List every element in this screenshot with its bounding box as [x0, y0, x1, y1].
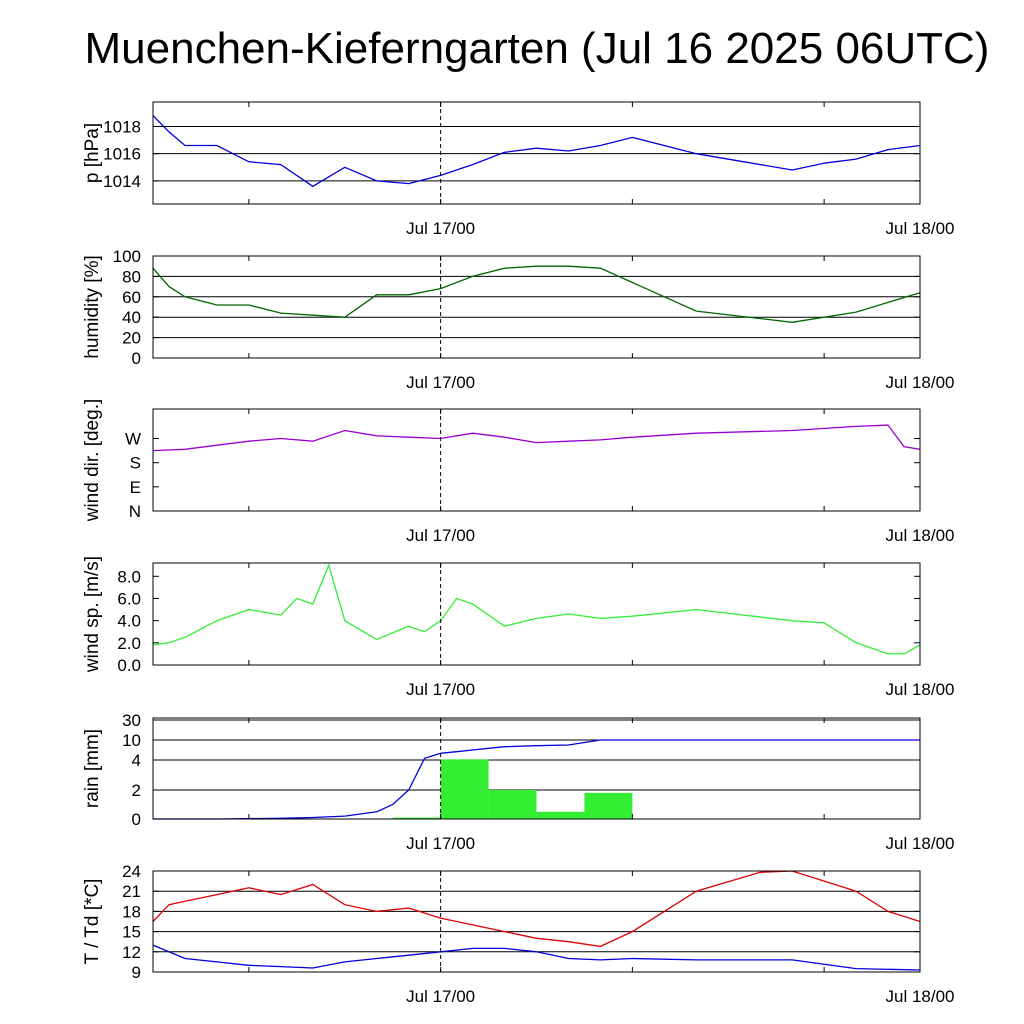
- y-axis-label: wind sp. [m/s]: [82, 556, 103, 673]
- y-tick-label: 2.0: [117, 634, 141, 653]
- y-tick-label: 20: [122, 329, 141, 348]
- x-tick-label: Jul 17/00: [406, 526, 475, 545]
- y-tick-label: 30: [122, 711, 141, 730]
- y-tick-label: 4.0: [117, 612, 141, 631]
- y-tick-label: 1014: [103, 172, 141, 191]
- y-tick-label: 21: [122, 882, 141, 901]
- plot-frame: [152, 408, 921, 512]
- x-tick-label: Jul 17/00: [406, 834, 475, 853]
- y-tick-label: E: [130, 478, 141, 497]
- y-axis-label: rain [mm]: [82, 729, 103, 808]
- x-tick-label: Jul 17/00: [406, 219, 475, 238]
- x-tick-label: Jul 18/00: [886, 526, 955, 545]
- series-line-1: [152, 944, 921, 971]
- series-line-0: [152, 870, 921, 948]
- y-tick-label: 0: [132, 810, 141, 829]
- y-axis-label: T / Td [*C]: [82, 879, 103, 965]
- rain-bar-1: [440, 759, 489, 819]
- y-axis-label: wind dir. [deg.]: [82, 399, 103, 523]
- series-line-0: [152, 424, 921, 452]
- x-tick-label: Jul 18/00: [886, 219, 955, 238]
- plot-frame: [152, 101, 921, 205]
- series-line-0: [152, 563, 921, 655]
- x-tick-label: Jul 18/00: [886, 987, 955, 1006]
- series-line-1: [824, 144, 921, 164]
- rain-bar-0: [392, 817, 441, 819]
- rain-bar-4: [584, 792, 633, 819]
- y-tick-label: 80: [122, 267, 141, 286]
- y-tick-label: W: [125, 430, 141, 449]
- y-tick-label: 60: [122, 288, 141, 307]
- y-tick-label: 18: [122, 902, 141, 921]
- y-tick-label: 4: [132, 751, 141, 770]
- x-tick-label: Jul 17/00: [406, 987, 475, 1006]
- y-tick-label: N: [129, 502, 141, 521]
- y-tick-label: 10: [122, 731, 141, 750]
- y-tick-label: 1016: [103, 145, 141, 164]
- plot-frame: [152, 562, 921, 666]
- plot-frame: [152, 717, 921, 820]
- rain-bar-3: [536, 811, 585, 819]
- y-tick-label: 24: [122, 862, 141, 881]
- y-tick-label: 2: [132, 781, 141, 800]
- x-tick-label: Jul 18/00: [886, 680, 955, 699]
- y-tick-label: 0: [132, 349, 141, 368]
- plot-frame: [152, 255, 921, 359]
- y-tick-label: 9: [132, 963, 141, 982]
- y-tick-label: 12: [122, 943, 141, 962]
- y-axis-label: humidity [%]: [82, 255, 103, 358]
- series-line-0: [152, 115, 825, 188]
- x-tick-label: Jul 17/00: [406, 680, 475, 699]
- y-tick-label: 8.0: [117, 567, 141, 586]
- y-axis-label: p [hPa]: [82, 123, 103, 183]
- plot-frame: [152, 870, 921, 973]
- x-tick-label: Jul 18/00: [886, 373, 955, 392]
- y-tick-label: 15: [122, 923, 141, 942]
- chart-title: Muenchen-Kieferngarten (Jul 16 2025 06UT…: [84, 24, 990, 73]
- rain-bar-2: [488, 790, 537, 819]
- x-tick-label: Jul 17/00: [406, 373, 475, 392]
- y-tick-label: S: [130, 454, 141, 473]
- y-tick-label: 6.0: [117, 589, 141, 608]
- x-tick-label: Jul 18/00: [886, 834, 955, 853]
- y-tick-label: 100: [113, 247, 141, 266]
- y-tick-label: 40: [122, 308, 141, 327]
- y-tick-label: 0.0: [117, 656, 141, 675]
- y-tick-label: 1018: [103, 117, 141, 136]
- series-line-0: [152, 265, 921, 323]
